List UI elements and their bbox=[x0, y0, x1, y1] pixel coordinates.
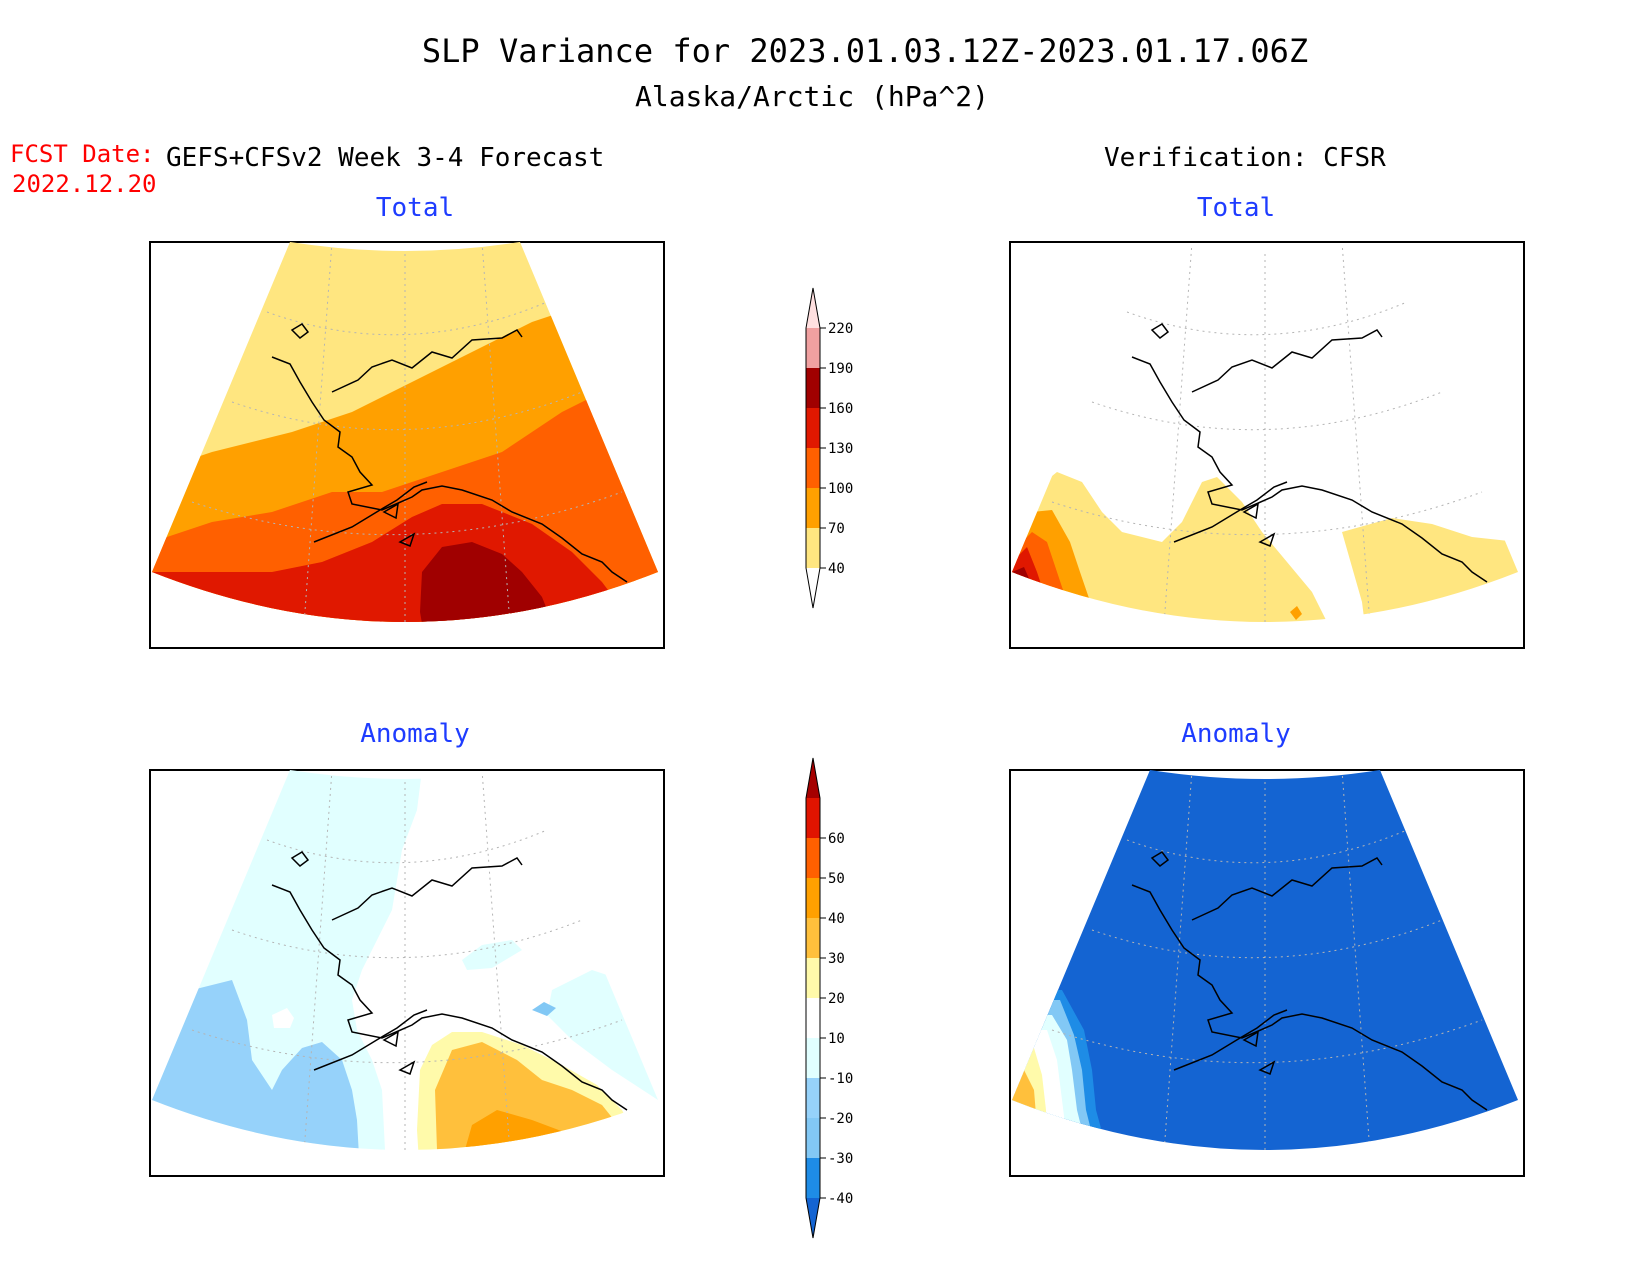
colorbar-box bbox=[806, 958, 820, 998]
colorbar-box bbox=[806, 528, 820, 568]
verification-total-title: Total bbox=[1197, 193, 1275, 223]
verification-anomaly-title: Anomaly bbox=[1181, 719, 1291, 749]
colorbar-tick-label: 160 bbox=[828, 401, 853, 417]
colorbar-box bbox=[806, 488, 820, 528]
colorbar-box bbox=[806, 878, 820, 918]
colorbar-box bbox=[806, 1118, 820, 1158]
colorbar-tick-label: -40 bbox=[828, 1191, 853, 1207]
colorbar-tick-label: -30 bbox=[828, 1151, 853, 1167]
forecast-total-panel bbox=[149, 241, 665, 649]
colorbar-box bbox=[806, 1038, 820, 1078]
colorbar-outline bbox=[805, 757, 821, 1239]
shade-minus10-minus20-mid bbox=[462, 940, 522, 970]
colorbar-top-arrow bbox=[806, 758, 820, 798]
colorbar-tick-label: 30 bbox=[828, 951, 845, 967]
colorbar-box bbox=[806, 998, 820, 1038]
shade-40-70-west bbox=[1012, 472, 1342, 622]
colorbar-tick-label: 50 bbox=[828, 871, 845, 887]
colorbar-box bbox=[806, 1158, 820, 1198]
forecast-anomaly-title: Anomaly bbox=[360, 719, 470, 749]
colorbar-tick-label: 100 bbox=[828, 481, 853, 497]
colorbar-tick-label: 220 bbox=[828, 321, 853, 337]
forecast-heading: GEFS+CFSv2 Week 3-4 Forecast bbox=[166, 143, 604, 173]
colorbar-bottom-arrow bbox=[806, 1198, 820, 1238]
alaska-coastline bbox=[271, 851, 628, 1111]
colorbar-bottom-arrow bbox=[806, 568, 820, 608]
shade-30-40 bbox=[462, 1110, 612, 1150]
colorbar-box bbox=[806, 798, 820, 838]
graticule bbox=[191, 770, 623, 1150]
alaska-coastline bbox=[271, 323, 628, 583]
colorbar-tick-label: 20 bbox=[828, 991, 845, 1007]
shade-160-190 bbox=[420, 542, 552, 622]
fcst-date-value: 2022.12.20 bbox=[12, 170, 157, 198]
verification-anomaly-panel bbox=[1009, 769, 1525, 1177]
alaska-coastline bbox=[1131, 323, 1488, 583]
graticule bbox=[1051, 242, 1483, 622]
forecast-anomaly-panel bbox=[149, 769, 665, 1177]
colorbar-tick-label: 130 bbox=[828, 441, 853, 457]
shade-40-70-east bbox=[1342, 518, 1518, 622]
colorbar-tick-label: -10 bbox=[828, 1071, 853, 1087]
verification-total-panel bbox=[1009, 241, 1525, 649]
colorbar-tick-label: 190 bbox=[828, 361, 853, 377]
graticule bbox=[191, 242, 623, 622]
shade-130-160 bbox=[152, 504, 658, 622]
main-title-line2: Alaska/Arctic (hPa^2) bbox=[635, 80, 989, 113]
colorbar-box bbox=[806, 448, 820, 488]
colorbar-tick-label: 40 bbox=[828, 561, 845, 577]
main-title-line1: SLP Variance for 2023.01.03.12Z-2023.01.… bbox=[422, 32, 1308, 70]
alaska-coastline bbox=[1131, 851, 1488, 1111]
colorbar-box bbox=[806, 918, 820, 958]
anomaly-colorbar: -40 -30 -20 -10 10 20 30 40 50 60 bbox=[805, 757, 853, 1239]
forecast-total-title: Total bbox=[376, 193, 454, 223]
white-hole bbox=[272, 1008, 294, 1028]
fcst-date-label: FCST Date: bbox=[10, 140, 155, 168]
colorbar-box bbox=[806, 328, 820, 368]
colorbar-box bbox=[806, 1078, 820, 1118]
verification-heading: Verification: CFSR bbox=[1104, 143, 1386, 173]
colorbar-tick-label: 10 bbox=[828, 1031, 845, 1047]
colorbar-tick-label: -20 bbox=[828, 1111, 853, 1127]
shade-minus20-minus30 bbox=[152, 980, 362, 1150]
graticule bbox=[1051, 770, 1483, 1150]
shade-70-100-spot bbox=[1290, 606, 1302, 620]
colorbar-box bbox=[806, 368, 820, 408]
shade-minus20-minus30-spot bbox=[532, 1002, 556, 1016]
colorbar-top-arrow bbox=[806, 288, 820, 328]
total-colorbar: 40 70 100 130 160 190 220 bbox=[805, 287, 853, 609]
colorbar-tick-label: 70 bbox=[828, 521, 845, 537]
colorbar-tick-label: 60 bbox=[828, 831, 845, 847]
colorbar-box bbox=[806, 838, 820, 878]
colorbar-tick-label: 40 bbox=[828, 911, 845, 927]
colorbar-box bbox=[806, 408, 820, 448]
